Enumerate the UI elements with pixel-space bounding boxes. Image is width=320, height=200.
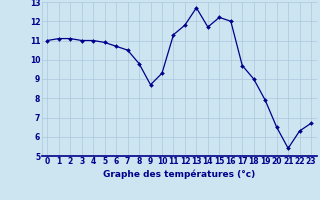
- X-axis label: Graphe des températures (°c): Graphe des températures (°c): [103, 169, 255, 179]
